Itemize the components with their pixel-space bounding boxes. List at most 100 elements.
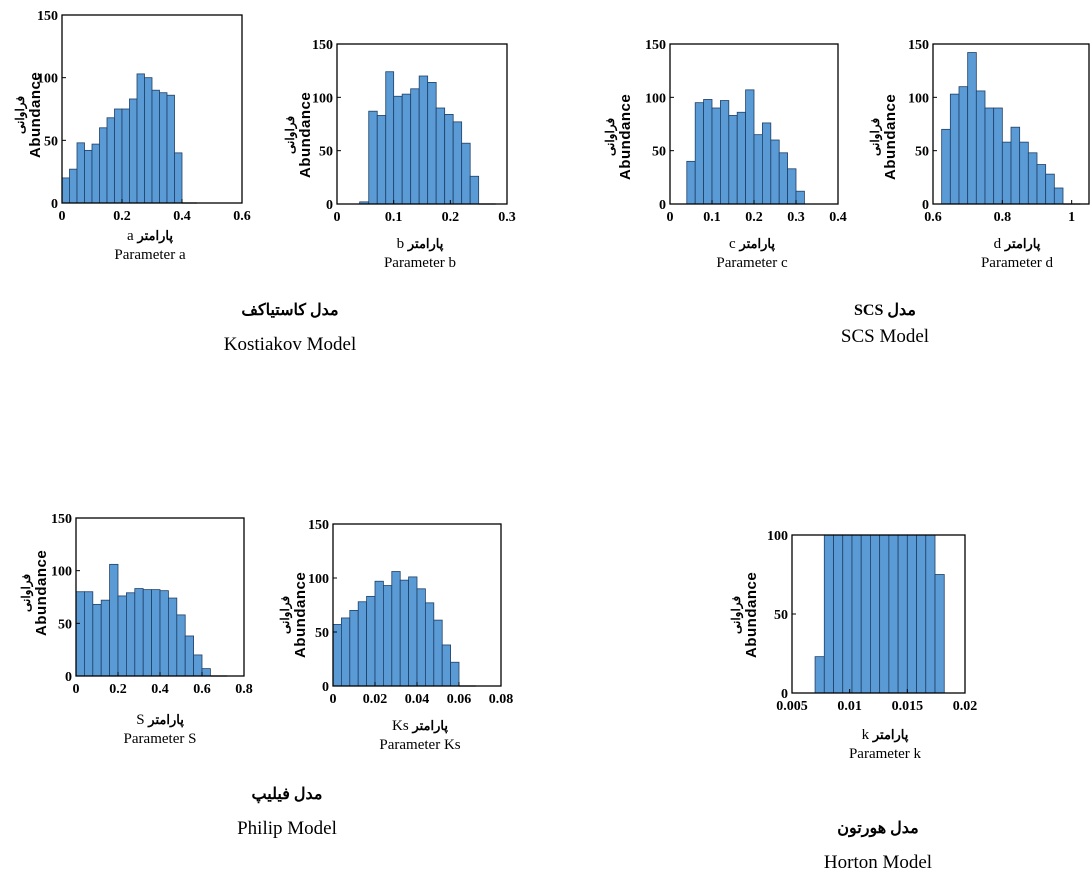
x-tick-label: 0.08 bbox=[489, 692, 514, 707]
y-tick-label: 0 bbox=[65, 670, 72, 685]
histogram-bar bbox=[795, 190, 805, 205]
histogram-bar bbox=[341, 617, 351, 687]
histogram-bar bbox=[401, 93, 412, 205]
histogram-c: 0 0.1 0.2 0.3 0.4 0 50 100 150 bbox=[645, 38, 847, 225]
y-tick-label: 100 bbox=[645, 91, 666, 106]
histogram-bar bbox=[860, 534, 871, 694]
histogram-bar bbox=[100, 599, 110, 677]
histogram-bar bbox=[958, 86, 969, 205]
histogram-bar bbox=[75, 591, 85, 677]
x-tick-label: 1 bbox=[1068, 210, 1075, 225]
histogram-bar bbox=[1019, 141, 1029, 205]
histogram-a: 0 0.2 0.4 0.6 0 50 100 150 bbox=[37, 9, 251, 224]
histogram-bar bbox=[925, 534, 936, 694]
histogram-bar bbox=[142, 589, 152, 677]
histogram-bar bbox=[151, 589, 161, 677]
y-tick-label: 100 bbox=[308, 572, 329, 587]
x-axis-title: S پارامتر Parameter S bbox=[123, 712, 197, 747]
scs-model-caption: مدل SCS SCS Model bbox=[840, 302, 930, 347]
histogram-bar bbox=[174, 152, 183, 204]
x-tick-label: 0.04 bbox=[405, 692, 430, 707]
histogram-bar bbox=[383, 585, 393, 687]
x-axis-title: k پارامتر Parameter k bbox=[848, 727, 922, 762]
histogram-panel-S: فراوانی Abundance 0 0.2 0.4 0.6 0.8 0 50 100 150… bbox=[0, 500, 260, 760]
x-axis-title: Ks پارامتر Parameter Ks bbox=[379, 718, 461, 753]
histogram-bar bbox=[984, 107, 995, 205]
plot-frame bbox=[336, 43, 508, 205]
histogram-bar bbox=[76, 142, 85, 204]
x-tick-label: 0.6 bbox=[924, 210, 942, 225]
x-tick-label: 0.4 bbox=[173, 209, 191, 224]
histogram-d: 0.6 0.8 1 0 50 100 150 bbox=[908, 38, 1090, 225]
x-tick-label: 0.015 bbox=[892, 699, 924, 714]
histogram-bar bbox=[117, 595, 127, 677]
histogram-bar bbox=[385, 71, 395, 205]
histogram-bar bbox=[69, 168, 78, 204]
histogram-bar bbox=[167, 597, 178, 677]
plot-frame bbox=[932, 43, 1090, 205]
histogram-bar bbox=[332, 624, 342, 687]
histogram-bar bbox=[106, 117, 115, 204]
histogram-bar bbox=[408, 576, 418, 687]
y-tick-label: 100 bbox=[908, 91, 929, 106]
histogram-bar bbox=[368, 110, 378, 205]
x-tick-label: 0.005 bbox=[776, 699, 808, 714]
y-tick-label: 150 bbox=[37, 9, 58, 24]
histogram-bar bbox=[184, 635, 194, 677]
histogram-b: 0 0.1 0.2 0.3 0 50 100 150 bbox=[312, 38, 516, 225]
histogram-bar bbox=[823, 534, 834, 694]
histogram-bar bbox=[870, 534, 881, 694]
histogram-bar bbox=[916, 534, 927, 694]
y-tick-label: 100 bbox=[51, 565, 72, 580]
histogram-bar bbox=[84, 591, 94, 677]
histogram-bar bbox=[1010, 126, 1021, 205]
histogram-bar bbox=[201, 668, 211, 677]
histogram-bar bbox=[787, 168, 797, 205]
histogram-bar bbox=[1053, 187, 1064, 205]
histogram-bar bbox=[703, 99, 713, 205]
x-axis-title: a پارامتر Parameter a bbox=[114, 228, 186, 263]
histogram-bar bbox=[906, 534, 917, 694]
histogram-bar bbox=[92, 603, 102, 677]
histogram-bar bbox=[711, 107, 721, 205]
histogram-bar bbox=[851, 534, 862, 694]
histogram-bar bbox=[967, 52, 977, 205]
histogram-bar bbox=[736, 111, 746, 205]
histogram-bar bbox=[452, 121, 463, 205]
y-tick-label: 50 bbox=[44, 134, 58, 149]
histogram-bar bbox=[114, 108, 123, 204]
y-tick-label: 0 bbox=[322, 680, 329, 695]
histogram-bar bbox=[686, 160, 696, 205]
x-tick-label: 0.2 bbox=[745, 210, 763, 225]
histogram-bar bbox=[745, 89, 755, 205]
histogram-bar bbox=[720, 100, 730, 205]
x-axis-title: b پارامتر Parameter b bbox=[383, 236, 457, 271]
histogram-bar bbox=[770, 139, 780, 205]
y-tick-label: 150 bbox=[645, 38, 666, 53]
histogram-k: 0.005 0.01 0.015 0.02 0 50 100 bbox=[767, 529, 977, 714]
histogram-bar bbox=[410, 88, 420, 205]
histogram-bar bbox=[842, 534, 853, 694]
x-tick-label: 0.3 bbox=[787, 210, 805, 225]
histogram-bar bbox=[159, 92, 168, 204]
y-tick-label: 50 bbox=[915, 145, 929, 160]
y-tick-label: 0 bbox=[922, 198, 929, 213]
y-tick-label: 0 bbox=[51, 197, 58, 212]
histogram-bar bbox=[424, 602, 435, 687]
histogram-bar bbox=[121, 108, 130, 204]
histogram-bar bbox=[450, 661, 460, 687]
y-tick-label: 100 bbox=[37, 72, 58, 87]
histogram-bar bbox=[136, 73, 145, 204]
histogram-bar bbox=[159, 590, 169, 677]
x-tick-label: 0 bbox=[73, 682, 80, 697]
x-tick-label: 0 bbox=[59, 209, 66, 224]
histogram-bar bbox=[418, 75, 429, 205]
y-tick-label: 100 bbox=[312, 91, 333, 106]
histogram-S: 0 0.2 0.4 0.6 0.8 0 50 100 150 bbox=[51, 512, 253, 697]
histogram-bar bbox=[399, 579, 409, 687]
y-tick-label: 50 bbox=[315, 626, 329, 641]
y-tick-label: 150 bbox=[308, 518, 329, 533]
histogram-bar bbox=[1027, 152, 1038, 205]
histogram-bar bbox=[728, 115, 738, 205]
plot-frame bbox=[61, 14, 243, 204]
